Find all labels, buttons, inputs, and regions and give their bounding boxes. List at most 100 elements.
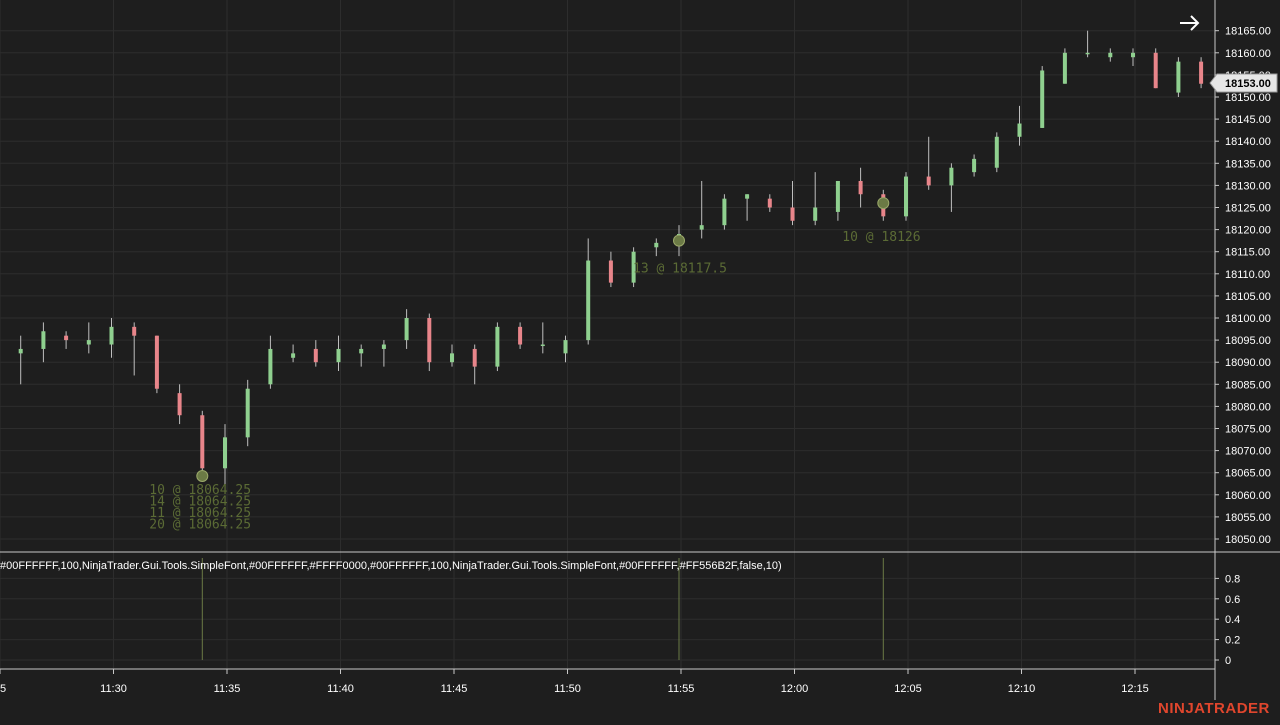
candle[interactable] — [926, 136, 931, 190]
candle-body — [790, 207, 795, 221]
trade-marker-dot[interactable] — [196, 470, 209, 483]
time-tick-label: 12:10 — [1008, 683, 1036, 695]
trade-marker-label: 13 @ 18117.5 — [633, 262, 727, 277]
price-tick-label: 18130.00 — [1225, 180, 1271, 192]
candle[interactable] — [994, 132, 999, 173]
candle[interactable] — [904, 172, 908, 221]
candle[interactable] — [41, 322, 46, 363]
trade-marker-dot[interactable] — [877, 197, 890, 210]
candle[interactable] — [427, 313, 432, 372]
candle-body — [1062, 52, 1067, 84]
candle-body — [994, 136, 999, 168]
candle-body — [64, 335, 69, 341]
candle[interactable] — [949, 163, 954, 212]
price-tick-label: 18090.00 — [1225, 357, 1271, 369]
candle[interactable] — [245, 379, 250, 447]
time-tick-label: 11:50 — [554, 683, 581, 695]
candle[interactable] — [495, 322, 500, 372]
time-tick-label: 11:40 — [327, 683, 354, 695]
candle[interactable] — [1131, 48, 1135, 67]
candle[interactable] — [790, 180, 795, 226]
candle[interactable] — [268, 335, 273, 389]
price-axis[interactable]: 18165.0018160.0018155.0018150.0018145.00… — [1215, 26, 1271, 546]
candle[interactable] — [313, 340, 318, 367]
candle[interactable] — [813, 172, 818, 226]
candle[interactable] — [586, 238, 591, 345]
candle-body — [586, 260, 591, 341]
candles[interactable] — [0, 30, 1204, 491]
candle[interactable] — [64, 331, 69, 349]
trade-marker-label: 20 @ 18064.25 — [149, 518, 251, 533]
price-tick-label: 18095.00 — [1225, 335, 1271, 347]
candle-body — [495, 326, 500, 367]
candle[interactable] — [1108, 48, 1113, 62]
candle[interactable] — [540, 322, 545, 354]
trade-marker[interactable]: 10 @ 18126 — [842, 197, 921, 246]
candle[interactable] — [223, 424, 227, 491]
time-tick-label: 11:30 — [100, 683, 127, 695]
candle[interactable] — [86, 322, 91, 354]
candle-body — [1017, 123, 1022, 137]
candle[interactable] — [1085, 30, 1090, 58]
candle-body — [132, 326, 137, 336]
candle[interactable] — [972, 154, 977, 177]
candle[interactable] — [472, 344, 477, 385]
candle[interactable] — [291, 344, 296, 363]
candle[interactable] — [1017, 105, 1022, 146]
candle[interactable] — [767, 194, 772, 212]
candle[interactable] — [1040, 66, 1045, 128]
candle[interactable] — [132, 322, 137, 376]
candle[interactable] — [722, 194, 727, 230]
candle[interactable] — [858, 167, 863, 208]
candle-body — [654, 242, 659, 248]
candle[interactable] — [654, 238, 659, 257]
trade-marker-dot[interactable] — [673, 234, 685, 247]
candle[interactable] — [1199, 57, 1204, 89]
trade-marker-label: 10 @ 18064.25 — [149, 483, 251, 498]
trade-marker-label: 14 @ 18064.25 — [149, 495, 251, 510]
candle[interactable] — [631, 247, 636, 288]
price-tick-label: 18080.00 — [1225, 401, 1271, 413]
candle[interactable] — [1062, 48, 1067, 84]
candle[interactable] — [381, 340, 386, 367]
price-tick-label: 18145.00 — [1225, 114, 1271, 126]
right-arrow-icon[interactable] — [1180, 15, 1200, 31]
candle[interactable] — [404, 309, 409, 349]
candle-body — [223, 437, 227, 469]
candle[interactable] — [18, 335, 23, 385]
price-tick-label: 18115.00 — [1225, 247, 1270, 259]
candle[interactable] — [177, 384, 182, 425]
trade-marker[interactable]: 13 @ 18117.5 — [633, 234, 727, 277]
price-tick-label: 18060.00 — [1225, 490, 1271, 502]
price-tick-label: 18050.00 — [1225, 534, 1271, 546]
trade-marker-label: 10 @ 18126 — [842, 230, 920, 245]
candle[interactable] — [109, 318, 114, 358]
candle-body — [200, 415, 205, 469]
candle[interactable] — [699, 180, 704, 239]
candle-body — [18, 348, 23, 354]
candle[interactable] — [200, 410, 205, 478]
candle[interactable] — [1153, 48, 1158, 89]
time-axis[interactable]: 25 11:30 11:35 11:40 11:45 11:50 11:55 12:00 12:… — [0, 669, 1149, 695]
candle[interactable] — [154, 335, 159, 394]
candle[interactable] — [450, 344, 454, 367]
candle[interactable] — [608, 251, 613, 288]
candle[interactable] — [563, 335, 568, 363]
candle[interactable] — [518, 322, 523, 349]
candle[interactable] — [336, 335, 341, 372]
candle[interactable] — [835, 180, 840, 221]
axes: 18165.0018160.0018155.0018150.0018145.00… — [0, 0, 1280, 700]
price-tick-label: 18100.00 — [1225, 313, 1271, 325]
candle[interactable] — [359, 344, 364, 367]
price-tick-label: 18125.00 — [1225, 203, 1271, 215]
price-tick-label: 18120.00 — [1225, 225, 1271, 237]
indicator-axis[interactable]: 0.8 0.6 0.4 0.2 0 — [1215, 573, 1240, 667]
candle[interactable] — [1176, 57, 1181, 97]
indicator-panel[interactable] — [0, 558, 1215, 661]
candle[interactable] — [745, 194, 750, 221]
candle-body — [858, 180, 863, 195]
